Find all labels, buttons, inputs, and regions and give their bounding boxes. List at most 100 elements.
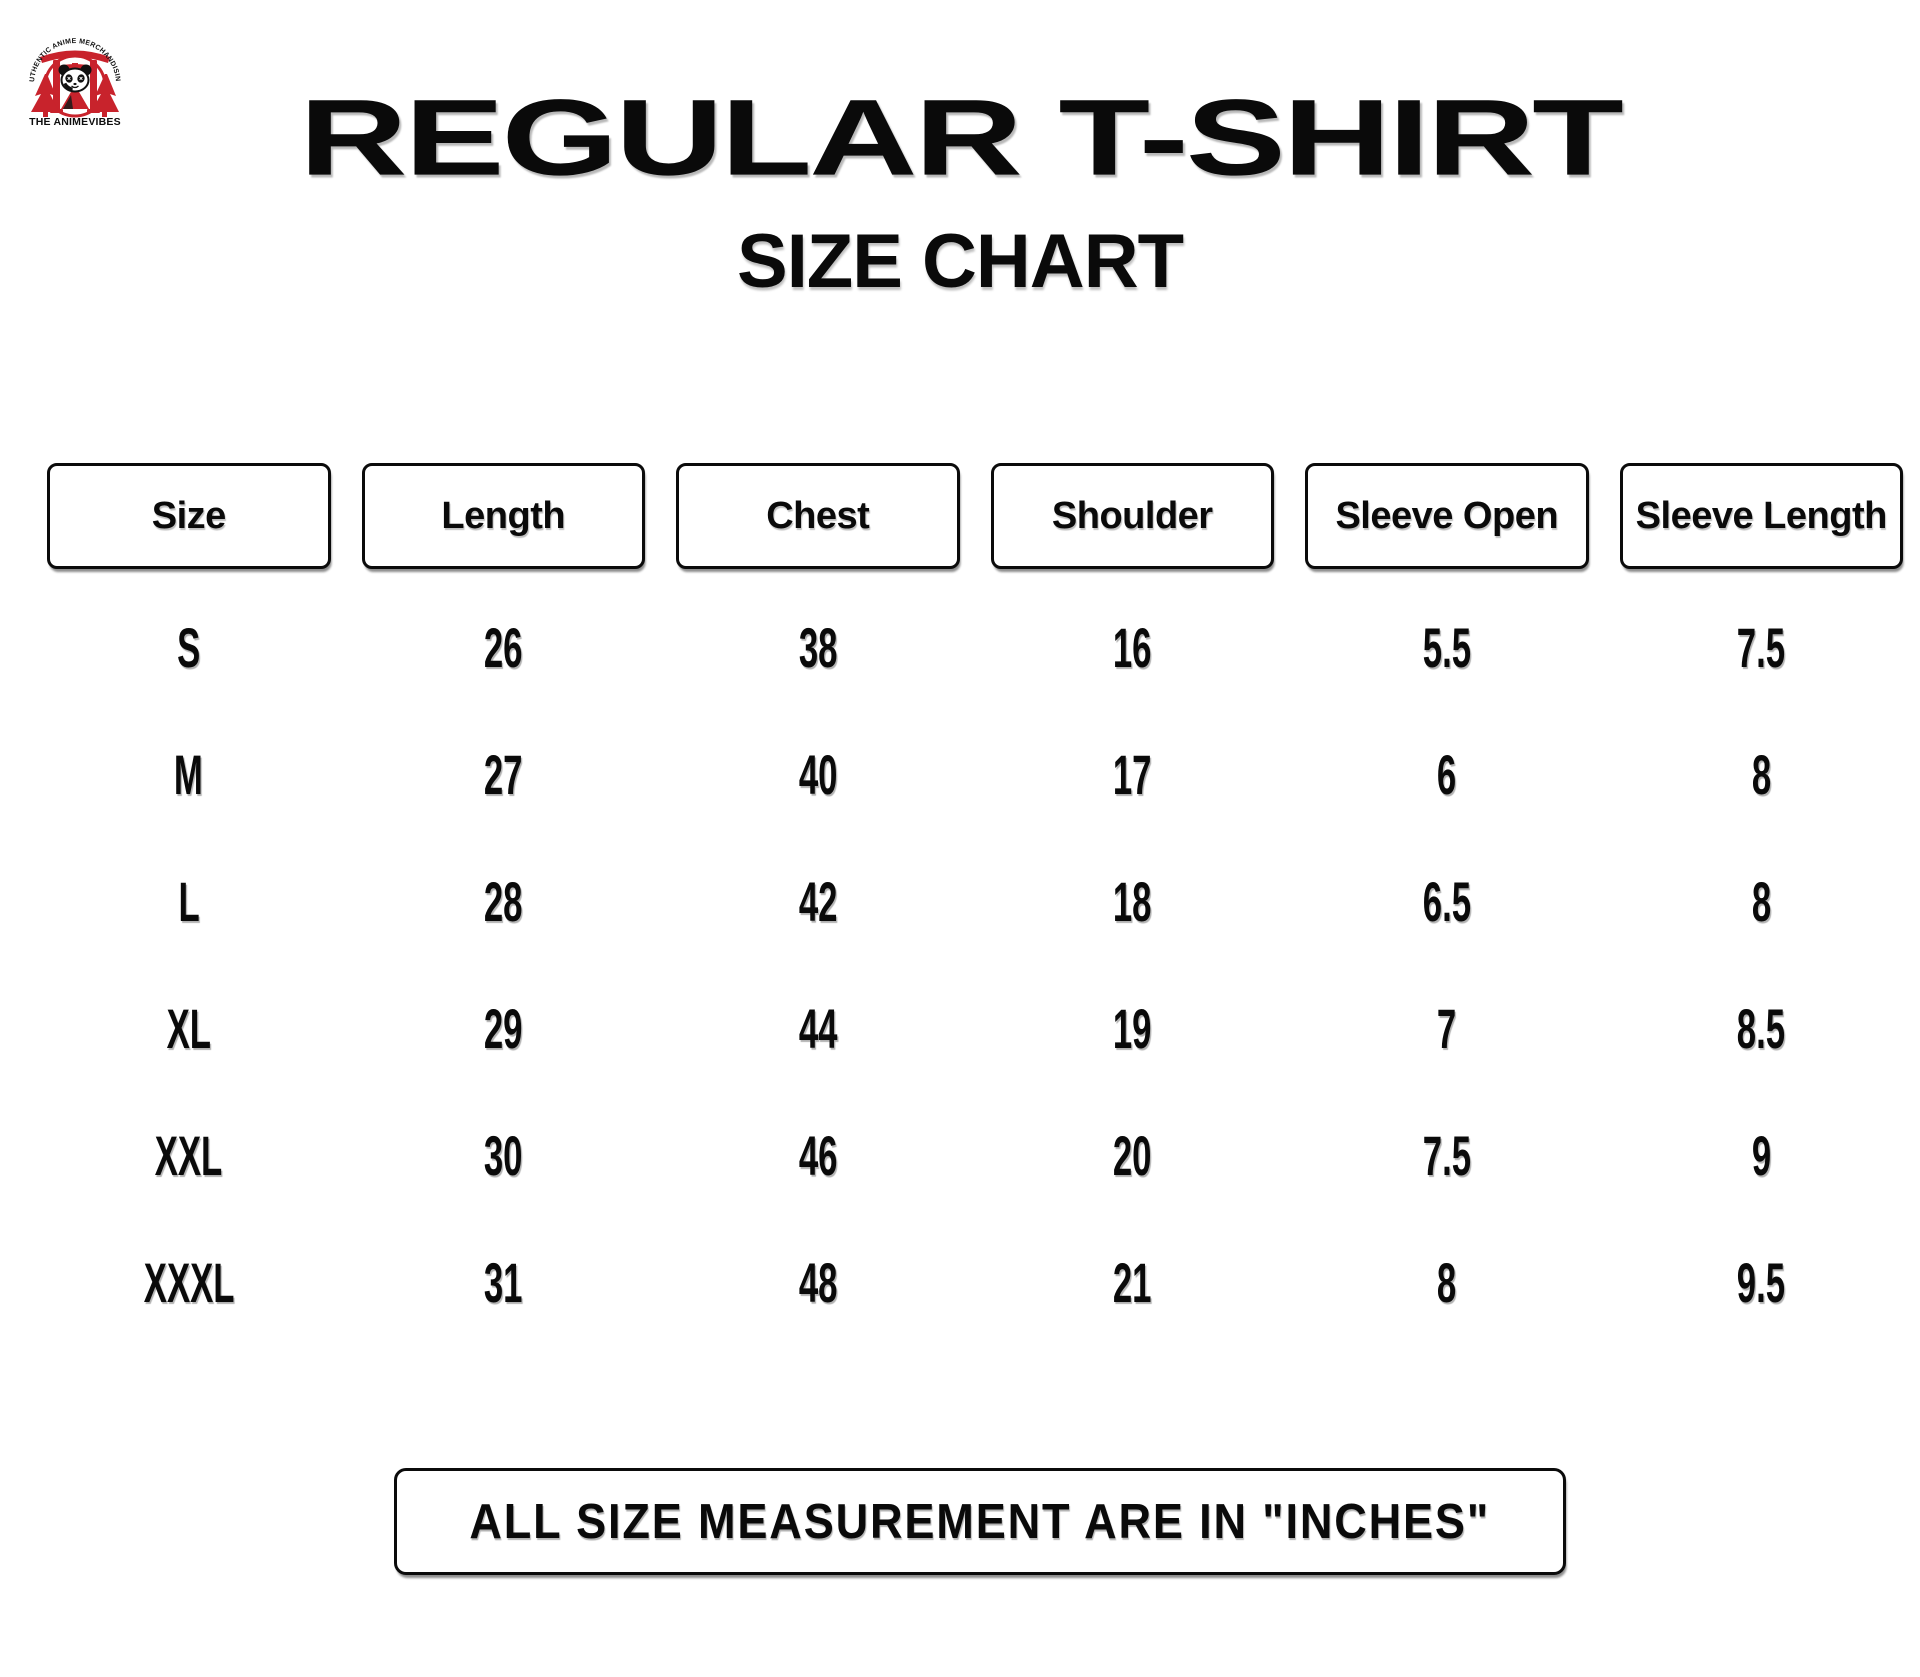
cell-xl-sleeve-length: 8.5: [1620, 965, 1904, 1092]
cell-value: 19: [1112, 997, 1152, 1060]
cell-s-shoulder: 16: [991, 584, 1275, 711]
cell-value: S: [177, 616, 201, 679]
cell-value: 44: [798, 997, 838, 1060]
cell-s-sleeve-length: 7.5: [1620, 584, 1904, 711]
panda-icon: [58, 64, 92, 93]
cell-m-chest: 40: [676, 711, 960, 838]
row-label-xxl: XXL: [47, 1092, 331, 1219]
cell-l-sleeve-open: 6.5: [1305, 838, 1589, 965]
pine-tree-icons: [31, 74, 119, 117]
table-row-s: S 26 38 16 5.5 7.5: [47, 584, 1903, 711]
column-header-label: Shoulder: [1051, 494, 1213, 537]
cell-value: 20: [1112, 1124, 1152, 1187]
cell-value: 9.5: [1737, 1251, 1786, 1314]
cell-value: 7: [1437, 997, 1457, 1060]
cell-value: 31: [483, 1251, 523, 1314]
page-subtitle: SIZE CHART: [0, 219, 1920, 304]
column-header-size: Size: [47, 463, 331, 569]
cell-value: 9: [1751, 1124, 1771, 1187]
column-header-label: Chest: [766, 494, 870, 537]
column-header-label: Sleeve Length: [1635, 494, 1888, 537]
cell-s-length: 26: [362, 584, 646, 711]
units-note-box: ALL SIZE MEASUREMENT ARE IN "INCHES": [394, 1468, 1566, 1575]
cell-xxl-sleeve-length: 9: [1620, 1092, 1904, 1219]
cell-value: XXXL: [143, 1251, 235, 1314]
column-header-label: Size: [151, 494, 227, 537]
cell-value: 26: [483, 616, 523, 679]
cell-value: 30: [483, 1124, 523, 1187]
cell-m-sleeve-open: 6: [1305, 711, 1589, 838]
cell-xl-chest: 44: [676, 965, 960, 1092]
cell-xl-shoulder: 19: [991, 965, 1275, 1092]
cell-s-chest: 38: [676, 584, 960, 711]
cell-value: 29: [483, 997, 523, 1060]
cell-value: 6.5: [1422, 870, 1471, 933]
table-row-m: M 27 40 17 6 8: [47, 711, 1903, 838]
cell-xxl-shoulder: 20: [991, 1092, 1275, 1219]
cell-xxl-sleeve-open: 7.5: [1305, 1092, 1589, 1219]
row-label-s: S: [47, 584, 331, 711]
column-header-label: Sleeve Open: [1335, 494, 1559, 537]
page-title-text: REGULAR T-SHIRT: [299, 76, 1624, 198]
cell-value: 38: [798, 616, 838, 679]
cell-value: 8: [1751, 870, 1771, 933]
cell-m-shoulder: 17: [991, 711, 1275, 838]
cell-value: 21: [1112, 1251, 1152, 1314]
cell-value: XL: [166, 997, 211, 1060]
cell-xxxl-chest: 48: [676, 1219, 960, 1346]
page-title: REGULAR T-SHIRT: [0, 76, 1920, 197]
cell-value: 28: [483, 870, 523, 933]
row-label-xl: XL: [47, 965, 331, 1092]
cell-xl-length: 29: [362, 965, 646, 1092]
table-row-xl: XL 29 44 19 7 8.5: [47, 965, 1903, 1092]
cell-value: 5.5: [1422, 616, 1471, 679]
cell-value: 8: [1751, 743, 1771, 806]
page-subtitle-text: SIZE CHART: [737, 218, 1184, 304]
column-header-chest: Chest: [676, 463, 960, 569]
logo-brand-text: THE ANIMEVIBES: [29, 116, 121, 128]
cell-value: 8: [1437, 1251, 1457, 1314]
cell-l-shoulder: 18: [991, 838, 1275, 965]
cell-value: 42: [798, 870, 838, 933]
cell-value: 7.5: [1737, 616, 1786, 679]
cell-xxl-length: 30: [362, 1092, 646, 1219]
row-label-m: M: [47, 711, 331, 838]
table-header-row: Size Length Chest Shoulder Sleeve Open Sleeve…: [47, 463, 1903, 569]
cell-xxxl-shoulder: 21: [991, 1219, 1275, 1346]
cell-value: 48: [798, 1251, 838, 1314]
cell-l-chest: 42: [676, 838, 960, 965]
table-row-xxl: XXL 30 46 20 7.5 9: [47, 1092, 1903, 1219]
cell-value: 46: [798, 1124, 838, 1187]
cell-xxxl-sleeve-length: 9.5: [1620, 1219, 1904, 1346]
table-row-l: L 28 42 18 6.5 8: [47, 838, 1903, 965]
cell-xxl-chest: 46: [676, 1092, 960, 1219]
cell-s-sleeve-open: 5.5: [1305, 584, 1589, 711]
cell-l-length: 28: [362, 838, 646, 965]
cell-l-sleeve-length: 8: [1620, 838, 1904, 965]
cell-xxxl-length: 31: [362, 1219, 646, 1346]
cell-value: 17: [1112, 743, 1152, 806]
cell-value: L: [178, 870, 200, 933]
brand-logo: AUTHENTIC ANIME MERCHANDISING THE ANIMEV…: [26, 24, 121, 128]
cell-value: 6: [1437, 743, 1457, 806]
cell-xxxl-sleeve-open: 8: [1305, 1219, 1589, 1346]
column-header-shoulder: Shoulder: [990, 463, 1274, 569]
cell-value: M: [174, 743, 204, 806]
table-body: S 26 38 16 5.5 7.5 M 27 40 17 6 8 L 28 42 18 6.5 8 XL 29 44 1…: [47, 584, 1903, 1346]
size-table: Size Length Chest Shoulder Sleeve Open Sleeve…: [47, 463, 1903, 1346]
cell-value: XXL: [154, 1124, 223, 1187]
column-header-length: Length: [361, 463, 645, 569]
column-header-sleeve-length: Sleeve Length: [1619, 463, 1903, 569]
cell-value: 18: [1112, 870, 1152, 933]
cell-value: 40: [798, 743, 838, 806]
cell-value: 16: [1112, 616, 1152, 679]
column-header-label: Length: [441, 494, 566, 537]
units-note-text: ALL SIZE MEASUREMENT ARE IN "INCHES": [469, 1494, 1491, 1549]
row-label-l: L: [47, 838, 331, 965]
cell-xl-sleeve-open: 7: [1305, 965, 1589, 1092]
cell-value: 27: [483, 743, 523, 806]
cell-value: 8.5: [1737, 997, 1786, 1060]
mountain-shape: [61, 85, 89, 109]
table-row-xxxl: XXXL 31 48 21 8 9.5: [47, 1219, 1903, 1346]
